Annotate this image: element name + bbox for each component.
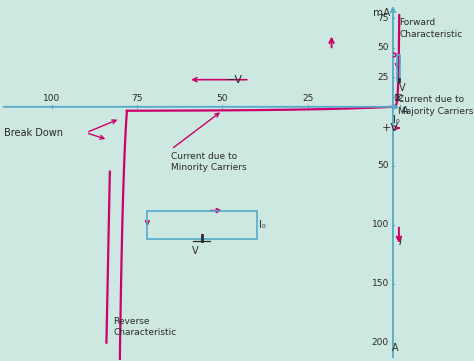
Text: −V: −V xyxy=(226,75,243,85)
Text: V: V xyxy=(192,246,199,256)
Text: 150: 150 xyxy=(372,279,389,288)
Text: 25: 25 xyxy=(302,94,313,103)
Text: 25: 25 xyxy=(377,73,389,82)
Bar xyxy=(147,210,256,239)
Text: Break Down: Break Down xyxy=(4,128,63,138)
Text: 50: 50 xyxy=(217,94,228,103)
Text: Current due to
Minority Carriers: Current due to Minority Carriers xyxy=(171,152,247,173)
Text: Current due to
Majority Carriers: Current due to Majority Carriers xyxy=(398,95,473,116)
Text: Forward
Characteristic: Forward Characteristic xyxy=(400,18,463,39)
Text: 75: 75 xyxy=(377,14,389,23)
Text: 100: 100 xyxy=(43,94,61,103)
Text: 75: 75 xyxy=(131,94,143,103)
Text: A: A xyxy=(392,343,398,353)
Text: 200: 200 xyxy=(372,338,389,347)
Text: V: V xyxy=(399,83,406,93)
Text: +V: +V xyxy=(382,123,399,133)
Text: 1: 1 xyxy=(393,94,399,103)
Text: mA: mA xyxy=(373,8,390,18)
Text: I: I xyxy=(397,60,401,70)
Text: A: A xyxy=(402,106,409,116)
Text: i: i xyxy=(399,238,402,247)
Text: 2: 2 xyxy=(397,94,402,103)
Text: 50: 50 xyxy=(377,161,389,170)
Text: 0: 0 xyxy=(393,94,399,103)
Text: I₀: I₀ xyxy=(393,115,400,125)
Text: Reverse
Characteristic: Reverse Characteristic xyxy=(113,317,176,338)
Bar xyxy=(397,55,400,81)
Text: 50: 50 xyxy=(377,43,389,52)
Text: 100: 100 xyxy=(372,220,389,229)
Text: I₀: I₀ xyxy=(259,220,266,230)
